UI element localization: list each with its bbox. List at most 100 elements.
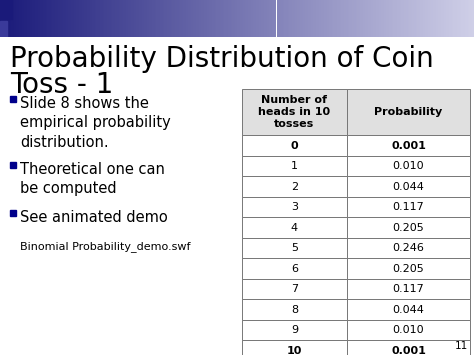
Bar xyxy=(295,0,297,37)
Bar xyxy=(71,0,73,37)
Text: 10: 10 xyxy=(287,345,302,355)
Bar xyxy=(310,0,311,37)
Bar xyxy=(384,0,385,37)
Bar xyxy=(196,0,198,37)
Bar xyxy=(89,0,90,37)
Bar xyxy=(275,0,276,37)
Bar xyxy=(242,238,347,258)
Bar xyxy=(207,0,209,37)
Bar xyxy=(217,0,218,37)
Bar xyxy=(193,0,194,37)
Bar xyxy=(319,0,321,37)
Bar xyxy=(160,0,161,37)
Bar xyxy=(371,0,373,37)
Bar xyxy=(90,0,91,37)
Bar xyxy=(294,0,295,37)
Bar xyxy=(469,0,471,37)
Bar xyxy=(38,0,39,37)
Bar xyxy=(39,0,41,37)
Text: 0.010: 0.010 xyxy=(392,325,424,335)
Bar xyxy=(423,0,425,37)
Bar xyxy=(156,0,158,37)
Bar xyxy=(395,0,397,37)
Bar xyxy=(242,156,347,176)
Bar xyxy=(286,0,288,37)
Bar xyxy=(136,0,137,37)
Text: 11: 11 xyxy=(455,341,468,351)
Bar xyxy=(262,0,264,37)
Bar xyxy=(190,0,191,37)
Bar xyxy=(427,0,428,37)
Bar xyxy=(74,0,76,37)
Bar xyxy=(347,299,470,320)
Bar xyxy=(347,176,470,197)
Bar xyxy=(416,0,417,37)
Bar xyxy=(311,0,313,37)
Bar xyxy=(109,0,110,37)
Bar xyxy=(255,0,256,37)
Bar xyxy=(131,0,133,37)
Bar xyxy=(400,0,401,37)
Bar xyxy=(0,0,12,18)
Bar xyxy=(318,0,319,37)
Bar xyxy=(431,0,433,37)
Bar xyxy=(412,0,414,37)
Bar xyxy=(242,217,347,238)
Bar xyxy=(357,0,359,37)
Bar xyxy=(139,0,141,37)
Bar xyxy=(242,135,347,156)
Bar xyxy=(120,0,122,37)
Bar xyxy=(389,0,390,37)
Bar xyxy=(84,0,85,37)
Bar xyxy=(378,0,379,37)
Bar xyxy=(85,0,87,37)
Bar xyxy=(347,320,470,340)
Bar xyxy=(229,0,231,37)
Bar xyxy=(199,0,201,37)
Bar xyxy=(359,0,360,37)
Bar xyxy=(10,210,16,216)
Bar xyxy=(303,0,305,37)
Bar xyxy=(242,258,347,279)
Bar xyxy=(8,0,9,37)
Bar xyxy=(276,0,278,37)
Text: 9: 9 xyxy=(291,325,298,335)
Bar xyxy=(24,0,25,37)
Bar xyxy=(253,0,255,37)
Bar xyxy=(387,0,389,37)
Bar xyxy=(49,0,51,37)
Text: 0.001: 0.001 xyxy=(391,345,426,355)
Bar xyxy=(237,0,238,37)
Bar xyxy=(93,0,95,37)
Bar xyxy=(327,0,328,37)
Bar xyxy=(460,0,461,37)
Bar xyxy=(142,0,144,37)
Bar xyxy=(337,0,338,37)
Bar xyxy=(20,0,22,37)
Bar xyxy=(158,0,160,37)
Bar xyxy=(360,0,362,37)
Bar xyxy=(307,0,308,37)
Bar xyxy=(397,0,398,37)
Bar xyxy=(406,0,408,37)
Bar xyxy=(411,0,412,37)
Bar xyxy=(356,0,357,37)
Bar xyxy=(201,0,202,37)
Bar xyxy=(171,0,172,37)
Bar xyxy=(454,0,455,37)
Bar xyxy=(381,0,383,37)
Bar xyxy=(242,299,347,320)
Bar xyxy=(449,0,450,37)
Bar xyxy=(250,0,251,37)
Bar xyxy=(403,0,404,37)
Bar xyxy=(242,176,347,197)
Bar xyxy=(150,0,152,37)
Bar xyxy=(366,0,368,37)
Bar xyxy=(321,0,322,37)
Bar xyxy=(420,0,422,37)
Bar xyxy=(3,0,5,37)
Bar xyxy=(236,0,237,37)
Bar xyxy=(314,0,316,37)
Bar xyxy=(242,320,347,340)
Bar xyxy=(32,0,33,37)
